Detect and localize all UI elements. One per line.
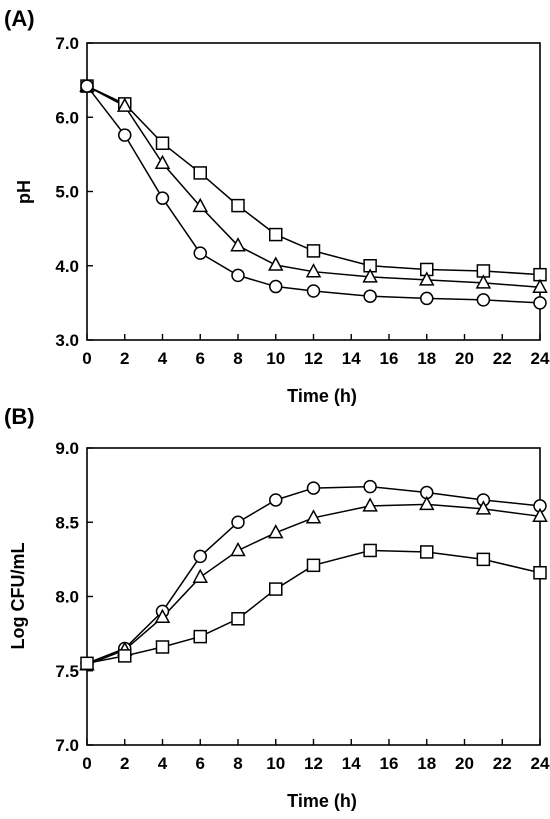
panel-b-triangle-marker	[532, 507, 548, 523]
panel-b-square-marker	[118, 649, 132, 663]
panel-b-triangle-marker	[267, 524, 284, 539]
panel-a-triangle-marker	[305, 263, 322, 278]
panel-a-triangle-marker	[230, 237, 246, 252]
panel-b-x-tick-label: 24	[531, 754, 550, 773]
panel-b-circle-marker	[306, 481, 321, 495]
panel-b-x-axis-title: Time (h)	[287, 791, 357, 811]
panel-b-square-marker	[155, 640, 170, 654]
panel-a-x-tick-label: 12	[304, 349, 323, 368]
panel-a-triangle-marker	[116, 97, 133, 112]
panel-a-x-tick-label: 6	[196, 349, 205, 368]
panel-b-x-tick-label: 4	[158, 754, 168, 773]
panel-a-x-tick-label: 10	[266, 349, 285, 368]
panel-b-triangle-marker	[362, 497, 378, 512]
panel-b-x-tick-label: 10	[266, 754, 285, 773]
panel-b-square-marker	[306, 558, 321, 573]
panel-b-circle-marker	[231, 515, 245, 529]
panel-b-y-axis-title: Log CFU/mL	[8, 543, 28, 650]
panel-b-x-tick-label: 20	[455, 754, 474, 773]
panel-a-circle-marker	[231, 268, 245, 283]
panel-a-x-axis-title: Time (h)	[287, 386, 357, 406]
panel-b-triangle-marker	[192, 568, 209, 583]
panel-a-y-tick-label: 6.0	[55, 108, 79, 127]
panel-a-circle-marker	[80, 79, 94, 93]
panel-b-square-marker	[420, 545, 434, 559]
panel-a-triangle-marker	[475, 274, 492, 289]
panel-b-square-marker	[193, 629, 207, 644]
panel-a-x-tick-label: 2	[120, 349, 129, 368]
panel-a-circle-marker	[363, 289, 377, 303]
panel-a-x-tick-label: 18	[417, 349, 436, 368]
panel-b-x-tick-label: 6	[196, 754, 205, 773]
panel-a-triangle-marker	[532, 278, 548, 294]
panel-b-y-tick-label: 7.0	[55, 736, 79, 755]
panel-a-square-marker	[306, 244, 321, 258]
panel-a-square-marker	[269, 227, 283, 242]
panel-a-triangle-marker	[267, 256, 284, 271]
panel-b-square-marker	[231, 612, 245, 626]
panel-a-square-marker	[155, 136, 170, 150]
panel-b-square-marker	[476, 552, 491, 567]
panel-a-y-axis-title: pH	[14, 180, 34, 204]
panel-b-x-tick-label: 18	[417, 754, 436, 773]
panel-a-circle-marker	[118, 128, 132, 142]
panel-b-square-marker	[269, 582, 283, 596]
panel-b-y-tick-label: 8.0	[55, 588, 79, 607]
panel-b-x-tick-label: 14	[342, 754, 361, 773]
panel-b-square-marker	[363, 543, 377, 558]
panel-b-triangle-marker	[230, 541, 246, 557]
panel-a-x-tick-label: 14	[342, 349, 361, 368]
panel-a-y-tick-label: 5.0	[55, 183, 79, 202]
panel-a-triangle-marker	[192, 197, 209, 213]
panel-a-triangle-marker	[154, 154, 171, 170]
panel-b-triangle-marker	[305, 509, 322, 524]
panel-b-x-tick-label: 2	[120, 754, 129, 773]
panel-b-chart: (B) Time (h) Log CFU/mL 0 2 4 6 8 10 12 14 16 18 2…	[4, 404, 550, 811]
panel-b-y-tick-label: 7.5	[55, 662, 79, 681]
panel-b-x-tick-label: 8	[233, 754, 242, 773]
panel-a-circle-marker	[533, 296, 547, 310]
panel-a-x-tick-label: 20	[455, 349, 474, 368]
panel-b-triangle-marker	[154, 608, 171, 624]
panel-b-square-marker	[80, 656, 94, 671]
panel-b-x-tick-label: 0	[82, 754, 91, 773]
panel-a-x-tick-label: 8	[233, 349, 242, 368]
panel-a-circle-marker	[306, 284, 321, 298]
panel-b-y-tick-label: 9.0	[55, 439, 79, 458]
panel-b-y-tick-label: 8.5	[55, 513, 79, 532]
panel-a-x-tick-label: 24	[531, 349, 550, 368]
panel-b-x-tick-label: 16	[380, 754, 399, 773]
panel-b-circle-marker	[193, 549, 207, 564]
panel-a-y-tick-label: 7.0	[55, 34, 79, 53]
panel-a-circle-marker	[420, 291, 434, 306]
panel-a-y-tick-label: 3.0	[55, 331, 79, 350]
panel-b-series-triangle-line	[86, 503, 541, 666]
panel-a-label: (A)	[4, 6, 35, 31]
panel-a-square-marker	[231, 198, 245, 213]
panel-a-x-tick-label: 4	[158, 349, 168, 368]
panel-a-x-tick-label: 0	[82, 349, 91, 368]
panel-a-circle-marker	[476, 293, 491, 307]
panel-b-circle-marker	[363, 479, 377, 494]
panel-b-triangle-marker	[418, 495, 435, 511]
panel-a-x-tick-label: 16	[380, 349, 399, 368]
panel-b-x-tick-label: 22	[493, 754, 512, 773]
panel-a-circle-marker	[155, 191, 170, 205]
panel-a-circle-marker	[269, 279, 283, 294]
panel-a-x-tick-label: 22	[493, 349, 512, 368]
panel-b-circle-marker	[269, 493, 283, 507]
panel-a-chart: (A) Time (h) pH 0 2 4 6 8 10 12 14 16 18 20 22 243.0…	[4, 6, 550, 406]
panel-b-x-tick-label: 12	[304, 754, 323, 773]
panel-a-square-marker	[193, 166, 207, 180]
panel-b-triangle-marker	[475, 500, 492, 515]
panel-b-square-marker	[533, 565, 547, 580]
panel-b-label: (B)	[4, 404, 35, 429]
panel-a-triangle-marker	[418, 271, 435, 286]
panel-a-y-tick-label: 4.0	[55, 257, 79, 276]
panel-a-triangle-marker	[362, 268, 378, 283]
panel-a-circle-marker	[193, 246, 207, 260]
